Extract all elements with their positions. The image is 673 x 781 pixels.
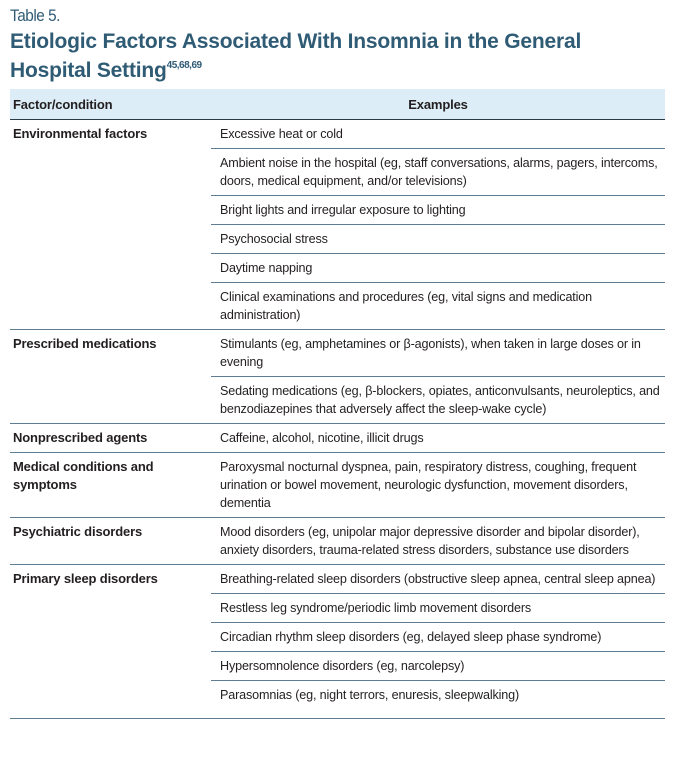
title-text: Etiologic Factors Associated With Insomn… [10, 30, 582, 82]
factor-cell: Primary sleep disorders [10, 564, 211, 719]
factor-cell: Nonprescribed agents [10, 423, 211, 453]
header-examples: Examples [211, 89, 665, 120]
example-cell: Parasomnias (eg, night terrors, enuresis… [211, 680, 665, 719]
table-label: Table 5. [10, 6, 60, 25]
example-cell: Restless leg syndrome/periodic limb move… [211, 593, 665, 623]
example-cell: Psychosocial stress [211, 224, 665, 254]
example-cell: Stimulants (eg, amphetamines or β-agonis… [211, 329, 665, 377]
table-row: Environmental factors Excessive heat or c… [10, 119, 665, 330]
table-row: Medical conditions and symptoms Paroxysma… [10, 452, 665, 518]
table-row: Clinical examinations and procedures (eg… [10, 282, 665, 330]
table-row: Restless leg syndrome/periodic limb move… [10, 593, 665, 623]
example-cell: Daytime napping [211, 253, 665, 283]
header-row: Factor/condition Examples [10, 89, 665, 120]
title-references: 45,68,69 [166, 60, 202, 71]
table-row: Circadian rhythm sleep disorders (eg, de… [10, 622, 665, 652]
factor-cell: Prescribed medications [10, 329, 211, 424]
table-row: Psychosocial stress [10, 224, 665, 254]
header-factor: Factor/condition [10, 89, 211, 120]
example-cell: Hypersomnolence disorders (eg, narcoleps… [211, 651, 665, 681]
table-row: Hypersomnolence disorders (eg, narcoleps… [10, 651, 665, 681]
example-cell: Circadian rhythm sleep disorders (eg, de… [211, 622, 665, 652]
table-title: Etiologic Factors Associated With Insomn… [10, 30, 665, 83]
table-row: Bright lights and irregular exposure to … [10, 195, 665, 225]
table-row: Daytime napping [10, 253, 665, 283]
example-cell: Bright lights and irregular exposure to … [211, 195, 665, 225]
table-row: Psychiatric disorders Mood disorders (eg,… [10, 517, 665, 565]
table-row: Prescribed medications Stimulants (eg, am… [10, 329, 665, 424]
example-cell: Breathing-related sleep disorders (obstr… [211, 564, 665, 594]
table-row: Nonprescribed agents Caffeine, alcohol, n… [10, 423, 665, 453]
factor-cell: Environmental factors [10, 119, 211, 330]
example-cell: Caffeine, alcohol, nicotine, illicit dru… [211, 423, 665, 453]
factor-cell: Psychiatric disorders [10, 517, 211, 565]
example-cell: Mood disorders (eg, unipolar major depre… [211, 517, 665, 565]
example-cell: Sedating medications (eg, β-blockers, op… [211, 376, 665, 424]
etiologic-factors-table: Factor/condition Examples Environmental … [10, 89, 665, 719]
example-cell: Paroxysmal nocturnal dyspnea, pain, resp… [211, 452, 665, 518]
table-row: Sedating medications (eg, β-blockers, op… [10, 376, 665, 424]
example-cell: Clinical examinations and procedures (eg… [211, 282, 665, 330]
example-cell: Ambient noise in the hospital (eg, staff… [211, 148, 665, 196]
table-figure: Table 5. Etiologic Factors Associated Wi… [10, 0, 665, 719]
table-body: Environmental factors Excessive heat or c… [10, 119, 665, 719]
table-row: Ambient noise in the hospital (eg, staff… [10, 148, 665, 196]
example-cell: Excessive heat or cold [211, 119, 665, 149]
factor-cell: Medical conditions and symptoms [10, 452, 211, 518]
table-row: Primary sleep disorders Breathing-related… [10, 564, 665, 719]
table-row: Parasomnias (eg, night terrors, enuresis… [10, 680, 665, 719]
